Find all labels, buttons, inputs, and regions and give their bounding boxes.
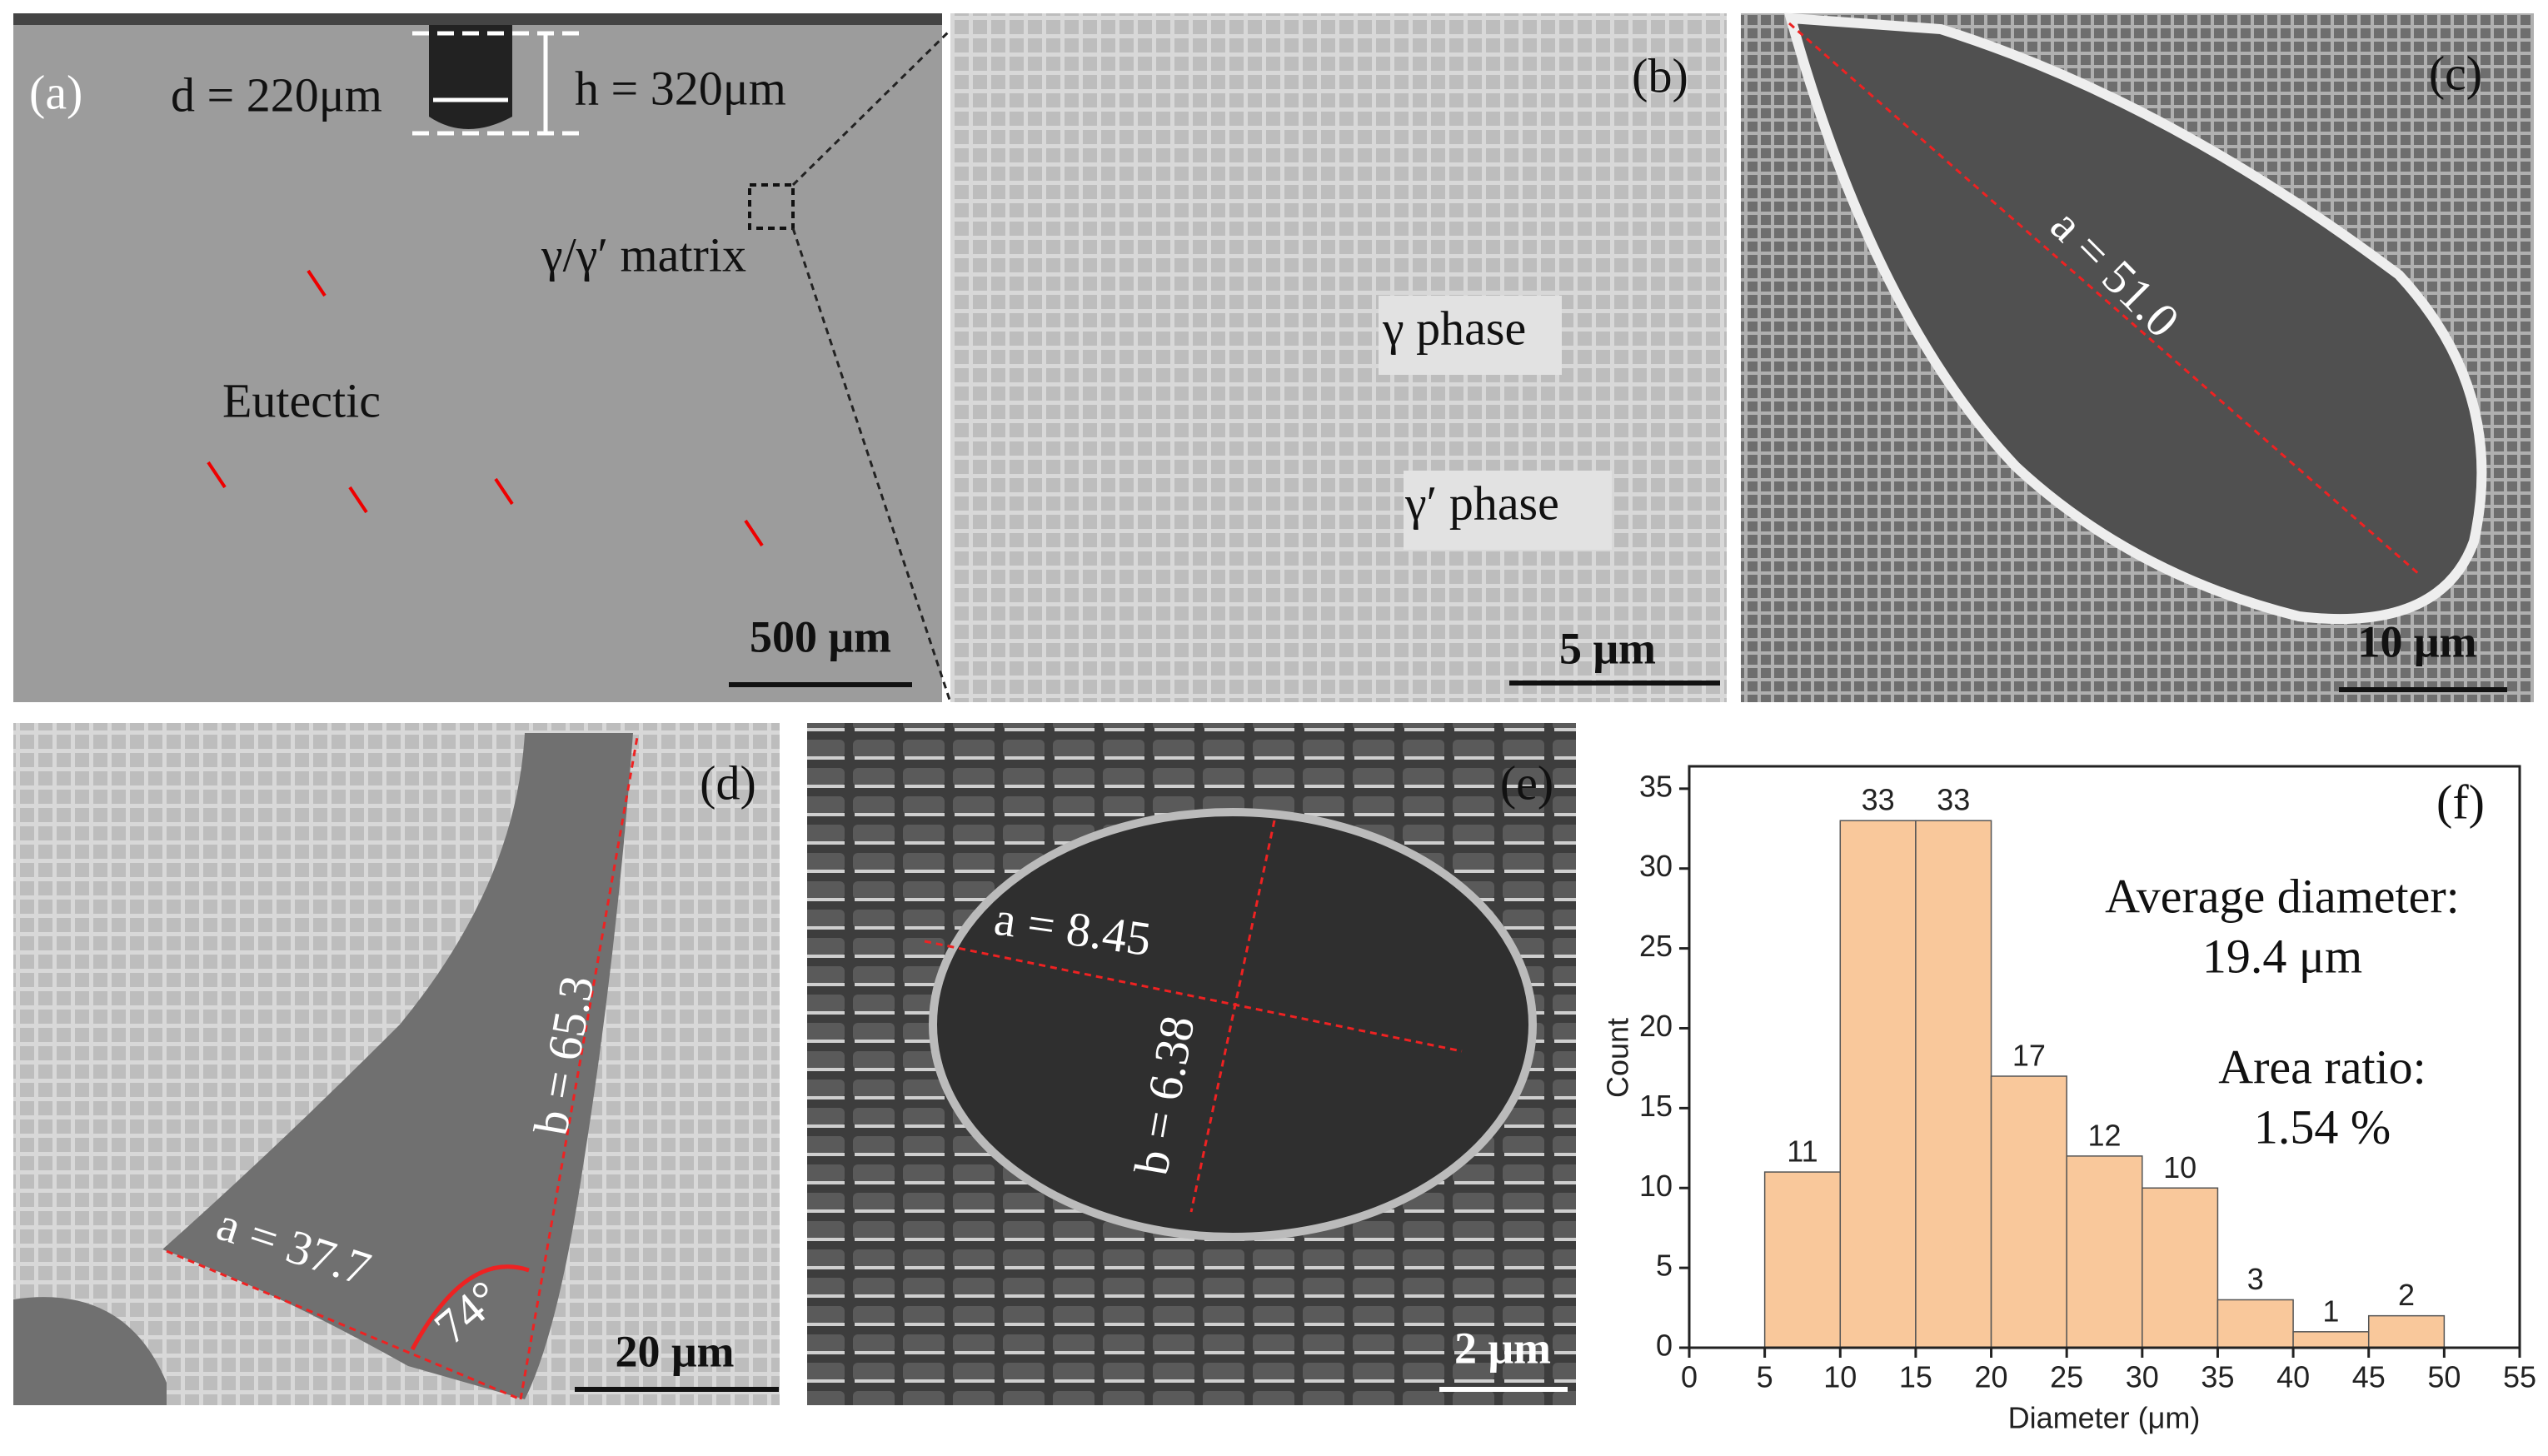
value-label: 11 <box>1787 1134 1818 1169</box>
annotation: 1.54 % <box>2254 1099 2391 1154</box>
x-tick-label: 55 <box>2503 1360 2536 1394</box>
value-label: 1 <box>2322 1294 2339 1328</box>
panel-e: (e) a = 8.45 b = 6.38 2 μm <box>807 723 1576 1405</box>
x-tick-label: 15 <box>1899 1360 1932 1394</box>
value-label: 3 <box>2247 1262 2264 1296</box>
bar <box>2292 1331 2370 1349</box>
annotation: Eutectic <box>222 373 381 427</box>
x-tick-label: 30 <box>2126 1360 2159 1394</box>
plot-frame <box>1688 765 2521 1349</box>
value-label: 12 <box>2087 1118 2121 1152</box>
bar <box>2142 1187 2219 1349</box>
panel-b: (b) γ phase γ′ phase 5 μm <box>950 13 1727 702</box>
y-tick-label: 35 <box>1639 769 1673 803</box>
x-tick-label: 45 <box>2352 1360 2386 1394</box>
value-label: 33 <box>1937 783 1970 817</box>
x-axis-label: Diameter (μm) <box>2008 1401 2201 1435</box>
annotation: γ phase <box>1382 301 1526 355</box>
panel-label: (f) <box>2436 775 2485 829</box>
y-tick-label: 25 <box>1639 929 1673 963</box>
x-tick-label: 50 <box>2427 1360 2461 1394</box>
panel-c: (c) a = 51.0 10 μm <box>1741 12 2534 702</box>
bar <box>2216 1299 2294 1349</box>
y-tick-label: 5 <box>1656 1249 1673 1283</box>
histogram: (f) Diameter (μm) Count Average diameter… <box>1601 775 2485 1434</box>
y-axis-label: Count <box>1601 1018 1635 1098</box>
x-tick-label: 20 <box>1975 1360 2008 1394</box>
bar <box>1839 820 1917 1349</box>
panel-label: (a) <box>29 65 82 119</box>
panel-a: (a) d = 220μm h = 320μm γ/γ′ matrix Eute… <box>13 13 952 703</box>
x-tick-label: 25 <box>2050 1360 2083 1394</box>
value-label: 10 <box>2163 1150 2196 1184</box>
x-tick-label: 10 <box>1823 1360 1857 1394</box>
bar <box>2367 1314 2446 1349</box>
x-tick-label: 0 <box>1681 1360 1698 1394</box>
bar <box>2066 1155 2143 1349</box>
bar <box>1915 820 1992 1349</box>
value-label: 17 <box>2012 1039 2046 1073</box>
scale-bar-label: 5 μm <box>1559 623 1656 673</box>
panel-label: (e) <box>1500 755 1553 810</box>
bar <box>1990 1075 2067 1349</box>
y-tick-label: 30 <box>1639 849 1673 883</box>
value-label: 2 <box>2398 1278 2415 1312</box>
annotation: 19.4 μm <box>2202 929 2362 983</box>
panel-d: (d) a = 37.7 b = 65.3 74° 20 μm <box>13 723 780 1405</box>
annotation: γ′ phase <box>1404 476 1559 530</box>
panel-label: (d) <box>700 755 756 810</box>
value-label: 33 <box>1862 783 1895 817</box>
scale-bar-label: 20 μm <box>615 1326 734 1376</box>
scale-bar-label: 2 μm <box>1454 1323 1551 1373</box>
scale-bar-label: 10 μm <box>2357 616 2476 666</box>
y-tick-label: 15 <box>1639 1089 1673 1123</box>
annotation: d = 220μm <box>171 67 382 122</box>
panel-label: (c) <box>2429 46 2482 100</box>
x-tick-label: 35 <box>2201 1360 2234 1394</box>
panel-label: (b) <box>1632 48 1688 102</box>
annotation: Average diameter: <box>2105 869 2460 923</box>
x-tick-label: 40 <box>2276 1360 2310 1394</box>
annotation: γ/γ′ matrix <box>541 227 746 282</box>
bar <box>1763 1171 1842 1349</box>
y-tick-label: 10 <box>1639 1169 1673 1203</box>
y-tick-label: 20 <box>1639 1009 1673 1043</box>
y-tick-label: 0 <box>1656 1329 1673 1363</box>
x-tick-label: 5 <box>1757 1360 1773 1394</box>
annotation: h = 320μm <box>575 61 786 115</box>
scale-bar-label: 500 μm <box>750 611 891 661</box>
annotation: Area ratio: <box>2218 1040 2426 1094</box>
